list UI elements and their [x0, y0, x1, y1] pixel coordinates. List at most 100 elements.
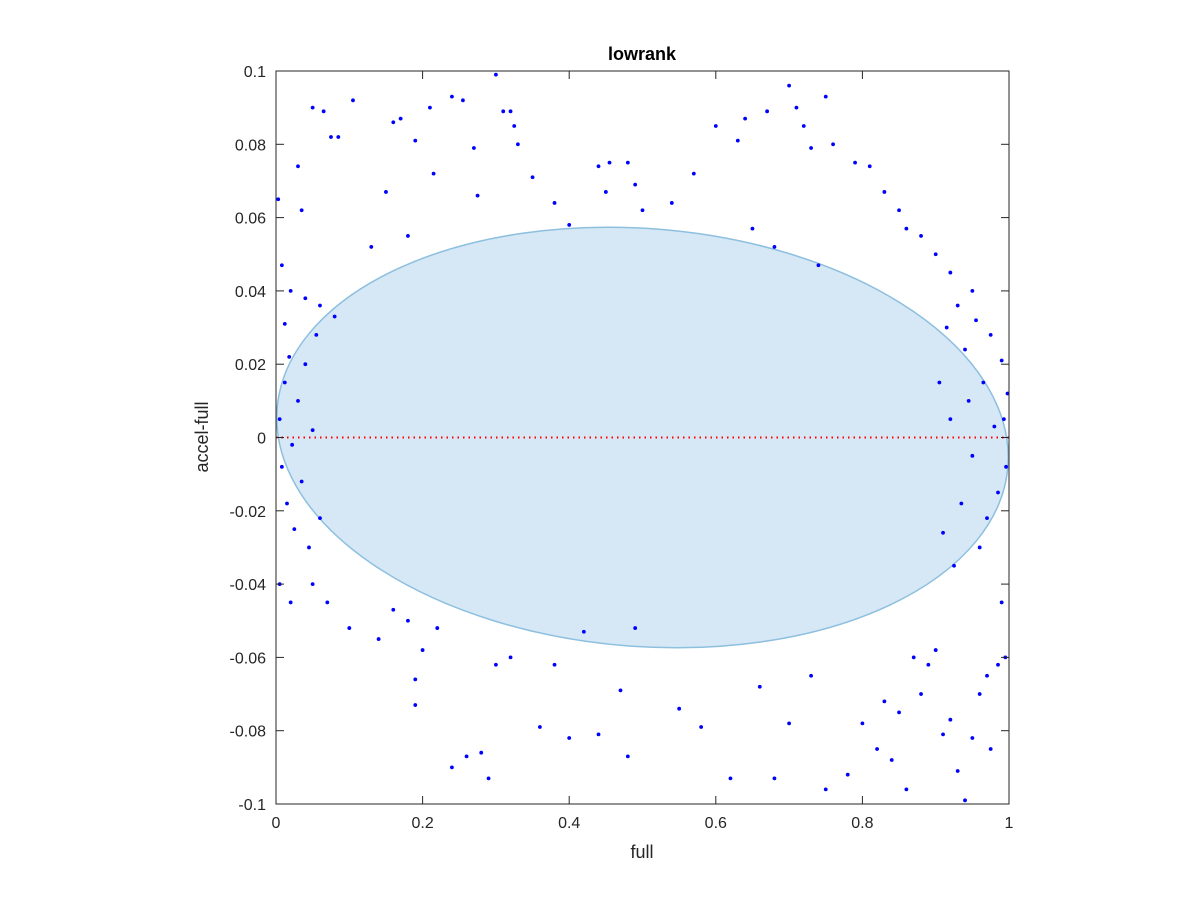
- data-point: [391, 120, 396, 125]
- data-point: [963, 347, 967, 352]
- data-point: [985, 673, 989, 678]
- data-point: [919, 692, 923, 696]
- chart-title: lowrank: [608, 44, 677, 64]
- data-point: [977, 545, 982, 550]
- data-point: [988, 747, 993, 751]
- data-point: [633, 182, 638, 187]
- data-point: [314, 332, 319, 337]
- y-tick-label: -0.06: [230, 650, 267, 667]
- data-point: [889, 758, 894, 762]
- data-point: [1001, 417, 1006, 422]
- data-point: [981, 380, 986, 385]
- data-point: [743, 116, 748, 121]
- y-tick-label: 0.02: [235, 357, 266, 374]
- data-point: [974, 318, 978, 323]
- x-tick-label: 0.8: [851, 815, 873, 832]
- data-point: [450, 94, 454, 99]
- data-point: [501, 109, 506, 114]
- data-point: [537, 725, 542, 729]
- data-point: [376, 637, 381, 641]
- data-point: [955, 303, 960, 308]
- data-point: [618, 688, 623, 693]
- data-point: [882, 190, 887, 194]
- scatter-points: [276, 72, 1010, 803]
- data-point: [596, 164, 601, 169]
- data-point: [911, 655, 916, 660]
- data-point: [860, 721, 865, 726]
- data-point: [955, 769, 960, 773]
- data-point: [999, 600, 1004, 605]
- data-point: [310, 582, 315, 586]
- data-point: [625, 160, 630, 165]
- data-point: [285, 501, 289, 506]
- y-axis-label: accel-full: [192, 401, 212, 472]
- data-point: [486, 776, 491, 781]
- data-point: [461, 98, 465, 103]
- data-point: [391, 607, 396, 612]
- data-point: [607, 160, 612, 165]
- data-point: [853, 160, 857, 165]
- data-point: [384, 190, 388, 194]
- data-point: [970, 453, 975, 458]
- data-point: [633, 626, 638, 630]
- data-point: [299, 479, 304, 484]
- data-point: [941, 530, 945, 535]
- data-point: [677, 706, 682, 711]
- data-point: [875, 747, 879, 751]
- data-point: [303, 362, 308, 367]
- data-point: [937, 380, 942, 385]
- data-point: [347, 626, 352, 630]
- data-point: [332, 314, 337, 319]
- data-point: [279, 263, 284, 268]
- data-point: [897, 208, 901, 213]
- data-point: [765, 109, 770, 114]
- data-point: [567, 223, 572, 227]
- data-point: [988, 332, 993, 337]
- data-point: [552, 201, 557, 205]
- data-point: [567, 736, 572, 740]
- x-tick-label: 0.4: [558, 815, 580, 832]
- data-point: [757, 684, 762, 689]
- data-point: [299, 208, 304, 213]
- data-point: [479, 750, 484, 755]
- x-tick-label: 0: [272, 815, 281, 832]
- data-point: [867, 164, 872, 169]
- data-point: [640, 208, 645, 213]
- data-point: [325, 600, 330, 605]
- data-point: [431, 171, 436, 176]
- data-point: [787, 721, 791, 726]
- data-point: [882, 699, 887, 704]
- y-tick-label: -0.08: [230, 724, 267, 741]
- data-point: [318, 303, 322, 308]
- y-axis-ticks: -0.1 -0.08 -0.06 -0.04 -0.02 0 0.02 0.04 0.06 0.0…: [230, 64, 1009, 814]
- data-point: [596, 732, 601, 737]
- data-point: [970, 289, 975, 293]
- data-point: [735, 138, 740, 143]
- data-point: [296, 164, 300, 169]
- data-point: [1004, 464, 1008, 469]
- data-point: [552, 662, 557, 667]
- data-point: [303, 296, 308, 301]
- data-point: [985, 516, 989, 521]
- y-tick-label: 0: [257, 431, 266, 448]
- data-point: [996, 662, 1000, 667]
- data-point: [809, 146, 813, 150]
- data-point: [977, 692, 982, 696]
- data-point: [963, 798, 967, 803]
- data-point: [919, 234, 923, 238]
- data-point: [970, 736, 975, 740]
- data-point: [669, 201, 674, 205]
- data-point: [508, 655, 513, 660]
- data-point: [310, 105, 315, 110]
- data-point: [282, 380, 287, 385]
- data-point: [904, 226, 909, 231]
- data-point: [948, 417, 953, 422]
- data-point: [831, 142, 835, 147]
- data-point: [750, 226, 755, 231]
- data-point: [464, 754, 469, 759]
- x-tick-label: 1: [1005, 815, 1014, 832]
- y-tick-label: 0.06: [235, 211, 266, 228]
- y-tick-label: 0.04: [235, 284, 266, 301]
- data-point: [728, 776, 733, 781]
- data-point: [948, 717, 953, 722]
